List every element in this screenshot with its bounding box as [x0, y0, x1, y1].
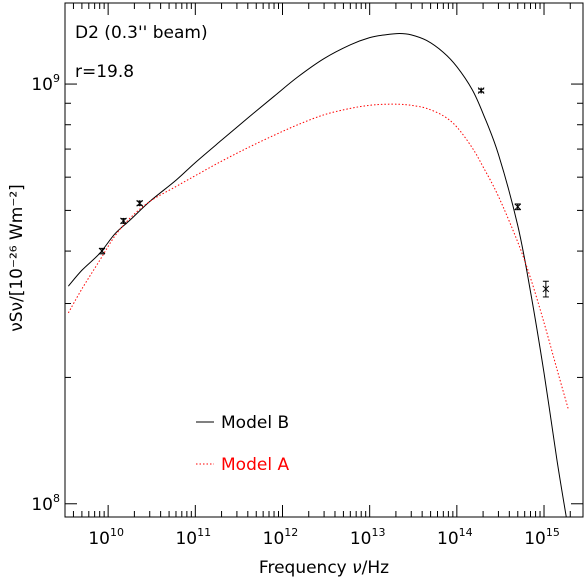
curve-model-b — [68, 32, 567, 518]
x-axis-label-unit: /Hz — [362, 558, 390, 578]
y-tick-label: 108 — [31, 492, 60, 515]
x-tick-label: 1011 — [175, 526, 211, 549]
data-point — [477, 87, 485, 94]
data-point — [542, 280, 550, 298]
x-tick-label-exponent: 10 — [110, 526, 124, 539]
x-axis-label: Frequency ν/Hz — [259, 558, 389, 578]
x-tick-label-exponent: 12 — [284, 526, 298, 539]
data-points — [98, 87, 550, 298]
x-tick-label-base: 10 — [88, 529, 110, 549]
curve-model-a — [67, 103, 569, 410]
annotation-source: D2 (0.3'' beam) — [75, 23, 208, 43]
y-tick-label-base: 10 — [31, 495, 53, 515]
legend-label-model-a: Model A — [221, 455, 289, 475]
model-curves — [67, 32, 569, 518]
x-tick-label-base: 10 — [437, 529, 459, 549]
x-tick-label-exponent: 11 — [197, 526, 211, 539]
data-point — [120, 217, 127, 225]
x-tick-label-exponent: 14 — [459, 526, 473, 539]
legend-label-model-b: Model B — [221, 413, 289, 433]
legend: Model B Model A — [196, 413, 289, 475]
y-tick-label-exponent: 9 — [53, 72, 60, 85]
x-tick-label: 1013 — [350, 526, 386, 549]
x-tick-label: 1014 — [437, 526, 473, 549]
y-axis-label: νSν/[10⁻²⁶ Wm⁻²] — [7, 184, 27, 332]
x-tick-label-exponent: 15 — [546, 526, 560, 539]
x-tick-label: 1015 — [524, 526, 560, 549]
x-axis-label-symbol: ν — [352, 558, 362, 578]
data-point — [514, 203, 522, 211]
x-tick-label: 1012 — [263, 526, 299, 549]
x-axis-label-text: Frequency — [259, 558, 352, 578]
y-tick-label-base: 10 — [31, 75, 53, 95]
x-tick-label-base: 10 — [524, 529, 546, 549]
annotation-ratio: r=19.8 — [75, 62, 134, 82]
x-tick-label-exponent: 13 — [371, 526, 385, 539]
x-tick-label-base: 10 — [263, 529, 285, 549]
plot-frame — [64, 2, 584, 518]
data-point — [98, 247, 106, 255]
y-tick-label: 109 — [31, 72, 60, 95]
axis-ticks — [65, 3, 583, 517]
y-tick-label-exponent: 8 — [53, 492, 60, 505]
x-tick-label-base: 10 — [175, 529, 197, 549]
data-point — [136, 199, 144, 207]
x-tick-label: 1010 — [88, 526, 124, 549]
x-tick-label-base: 10 — [350, 529, 372, 549]
